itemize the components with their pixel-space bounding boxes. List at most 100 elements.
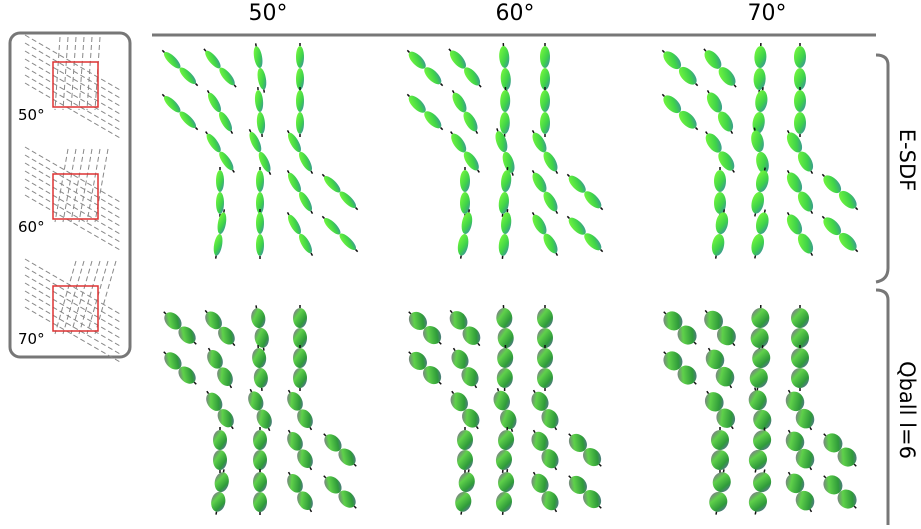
lobe (714, 170, 726, 192)
lobe (537, 348, 553, 368)
glyph (564, 171, 606, 213)
lobe (750, 328, 769, 349)
lobe (457, 430, 473, 450)
lobe (216, 170, 224, 192)
glyph (782, 209, 817, 258)
glyph (537, 305, 553, 351)
lobe (497, 368, 513, 388)
lobe (541, 190, 561, 214)
glyph (201, 387, 239, 433)
glyph (701, 344, 740, 393)
lobe (795, 189, 816, 214)
lobe (791, 308, 809, 328)
glyph (201, 46, 239, 89)
lobe (751, 408, 773, 432)
lobe (791, 368, 809, 388)
column-header: 70° (748, 1, 787, 26)
glyph (495, 426, 516, 473)
glyph (456, 209, 475, 260)
glyph (540, 43, 550, 93)
glyph-panels (159, 43, 863, 517)
glyph (749, 208, 771, 259)
glyph (200, 306, 240, 350)
lobe (253, 430, 267, 450)
lobe (162, 50, 183, 71)
glyph (282, 427, 317, 474)
lobe (541, 150, 561, 174)
glyph (746, 386, 774, 435)
row-label: Qball l=6 (895, 361, 919, 459)
glyph (563, 470, 607, 514)
lobe (747, 388, 769, 412)
glyph (256, 209, 264, 259)
lobe (794, 112, 806, 134)
lobe (296, 90, 304, 112)
lobe (250, 307, 267, 329)
fiber-line (71, 261, 92, 334)
column-header: 50° (249, 1, 288, 26)
lobe (495, 449, 513, 471)
lobe (337, 189, 358, 210)
fiber-line (25, 267, 120, 322)
glyph (817, 427, 862, 472)
glyph (699, 45, 740, 91)
lobe (461, 110, 481, 134)
lobe (754, 211, 770, 235)
lobe (710, 233, 726, 257)
lobe (256, 234, 264, 256)
lobe (448, 131, 469, 155)
glyph (782, 167, 817, 216)
glyph (457, 427, 473, 473)
lobe (750, 233, 766, 257)
inset-label: 60° (18, 218, 45, 236)
glyph (293, 345, 307, 391)
fiber-line (25, 163, 120, 218)
glyph (781, 386, 820, 435)
lobe (537, 308, 553, 328)
glyph (453, 468, 477, 516)
lobe (751, 308, 770, 329)
lobe (751, 471, 773, 494)
glyph (791, 305, 809, 351)
glyph (159, 91, 200, 132)
lobe (256, 170, 264, 192)
glyph (528, 168, 562, 216)
glyph (818, 170, 862, 214)
lobe (500, 112, 510, 134)
glyph (702, 87, 737, 136)
glyph (657, 345, 702, 390)
lobe (256, 112, 266, 135)
lobe (256, 212, 264, 234)
lobe (213, 471, 230, 493)
glyph (497, 167, 512, 218)
glyph (710, 208, 731, 259)
inset-label: 50° (18, 106, 45, 124)
lobe (795, 231, 816, 256)
lobe (253, 327, 270, 349)
glyph (753, 43, 767, 93)
lobe (457, 471, 476, 493)
lobe (460, 170, 470, 192)
lobe (754, 89, 769, 112)
glyph (818, 212, 862, 256)
lobe (253, 492, 267, 512)
glyph (498, 43, 511, 94)
lobe (747, 448, 769, 471)
glyph (253, 427, 267, 473)
lobe (540, 46, 550, 68)
glyph (159, 47, 200, 88)
lobe (293, 348, 307, 368)
roi-box (53, 62, 98, 107)
lobe (253, 367, 269, 388)
lobe (540, 68, 550, 90)
lobe (530, 130, 550, 154)
lobe (749, 367, 769, 389)
glyph (296, 43, 304, 93)
glyph (319, 429, 361, 471)
glyph (699, 386, 740, 434)
glyph (495, 304, 514, 351)
lobe (708, 490, 729, 513)
lobe (322, 216, 343, 237)
glyph (791, 345, 809, 391)
lobe (498, 46, 510, 69)
